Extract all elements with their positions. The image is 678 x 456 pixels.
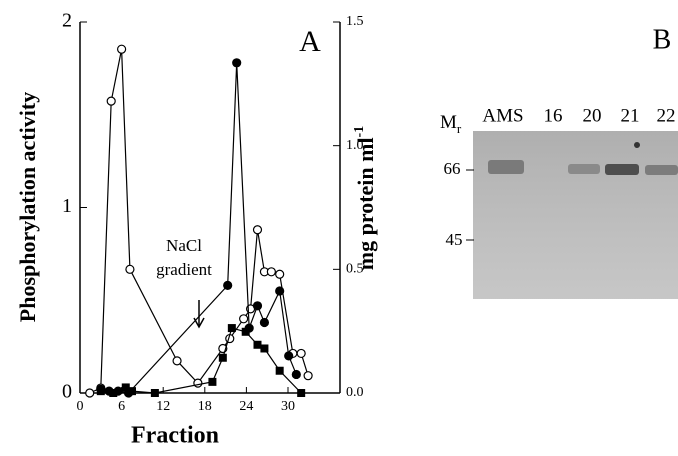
x-axis-label: Fraction — [131, 423, 219, 449]
data-point — [97, 387, 105, 395]
data-point — [276, 287, 284, 295]
data-point — [107, 97, 115, 105]
x-tick-label: 24 — [239, 399, 253, 414]
y-tick-label: 0 — [62, 381, 72, 403]
gel — [466, 131, 678, 299]
y-axis-label: Phosphorylation activity — [15, 92, 40, 322]
annotation: NaCl — [166, 236, 202, 255]
data-point — [109, 389, 117, 397]
marker-label: 45 — [446, 230, 463, 249]
y-tick-label: 1 — [62, 195, 72, 217]
data-point — [304, 372, 312, 380]
data-point — [276, 270, 284, 278]
y2-tick-label: 1.5 — [346, 14, 364, 29]
series-line — [90, 49, 308, 393]
x-tick-label: 12 — [156, 399, 170, 414]
y2-tick-label: 0.5 — [346, 262, 364, 277]
mr-subscript: r — [457, 121, 462, 136]
lane-label: 16 — [544, 105, 563, 126]
data-point — [118, 45, 126, 53]
y2-label-superscript: -1 — [352, 126, 367, 138]
data-point — [86, 389, 94, 397]
data-point — [219, 354, 227, 362]
data-point — [285, 352, 293, 360]
y2-tick-label: 1.0 — [346, 138, 364, 153]
x-tick-label: 0 — [77, 399, 84, 414]
data-point — [260, 319, 268, 327]
data-point — [292, 370, 300, 378]
data-point — [260, 344, 268, 352]
data-point — [194, 379, 202, 387]
data-point — [297, 389, 305, 397]
x-tick-label: 30 — [281, 399, 295, 414]
y2-tick-label: 0.0 — [346, 385, 364, 400]
data-point — [173, 357, 181, 365]
data-point — [233, 59, 241, 67]
series-line — [101, 63, 297, 393]
data-point — [253, 226, 261, 234]
data-point — [240, 315, 248, 323]
lane-label: 21 — [621, 105, 640, 126]
lane-label: 22 — [657, 105, 676, 126]
data-point — [267, 268, 275, 276]
panel-label: A — [299, 25, 321, 58]
figure: A Fraction Phosphorylation activity mg p… — [0, 0, 678, 451]
x-tick-label: 18 — [198, 399, 212, 414]
data-point — [126, 265, 134, 273]
data-point — [297, 349, 305, 357]
data-point — [224, 281, 232, 289]
data-point — [253, 341, 261, 349]
mr-text: M — [440, 112, 457, 133]
mr-label: Mr — [440, 112, 462, 136]
y-tick-label: 2 — [62, 10, 72, 32]
annotation: gradient — [156, 260, 212, 279]
data-point — [253, 302, 261, 310]
data-point — [228, 324, 236, 332]
data-point — [242, 328, 250, 336]
y2-label-text: mg protein ml — [353, 137, 378, 270]
x-tick-label: 6 — [118, 399, 125, 414]
data-point — [128, 387, 136, 395]
panel-label: B — [653, 24, 672, 55]
marker-label: 66 — [444, 159, 461, 178]
data-point — [276, 367, 284, 375]
data-point — [208, 378, 216, 386]
lane-label: 20 — [583, 105, 602, 126]
data-point — [151, 389, 159, 397]
lane-label: AMS — [482, 105, 523, 126]
